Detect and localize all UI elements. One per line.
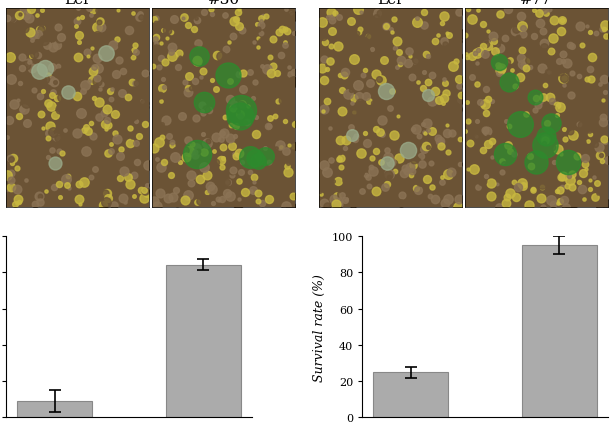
Bar	[523, 245, 597, 417]
Title: #30: #30	[208, 0, 240, 7]
Bar	[166, 265, 241, 417]
Title: Ler: Ler	[64, 0, 91, 7]
Title: Ler: Ler	[377, 0, 403, 7]
Title: #77: #77	[520, 0, 552, 7]
Y-axis label: Survival rate (%): Survival rate (%)	[313, 273, 326, 381]
Bar	[373, 372, 448, 417]
Bar	[17, 401, 91, 417]
